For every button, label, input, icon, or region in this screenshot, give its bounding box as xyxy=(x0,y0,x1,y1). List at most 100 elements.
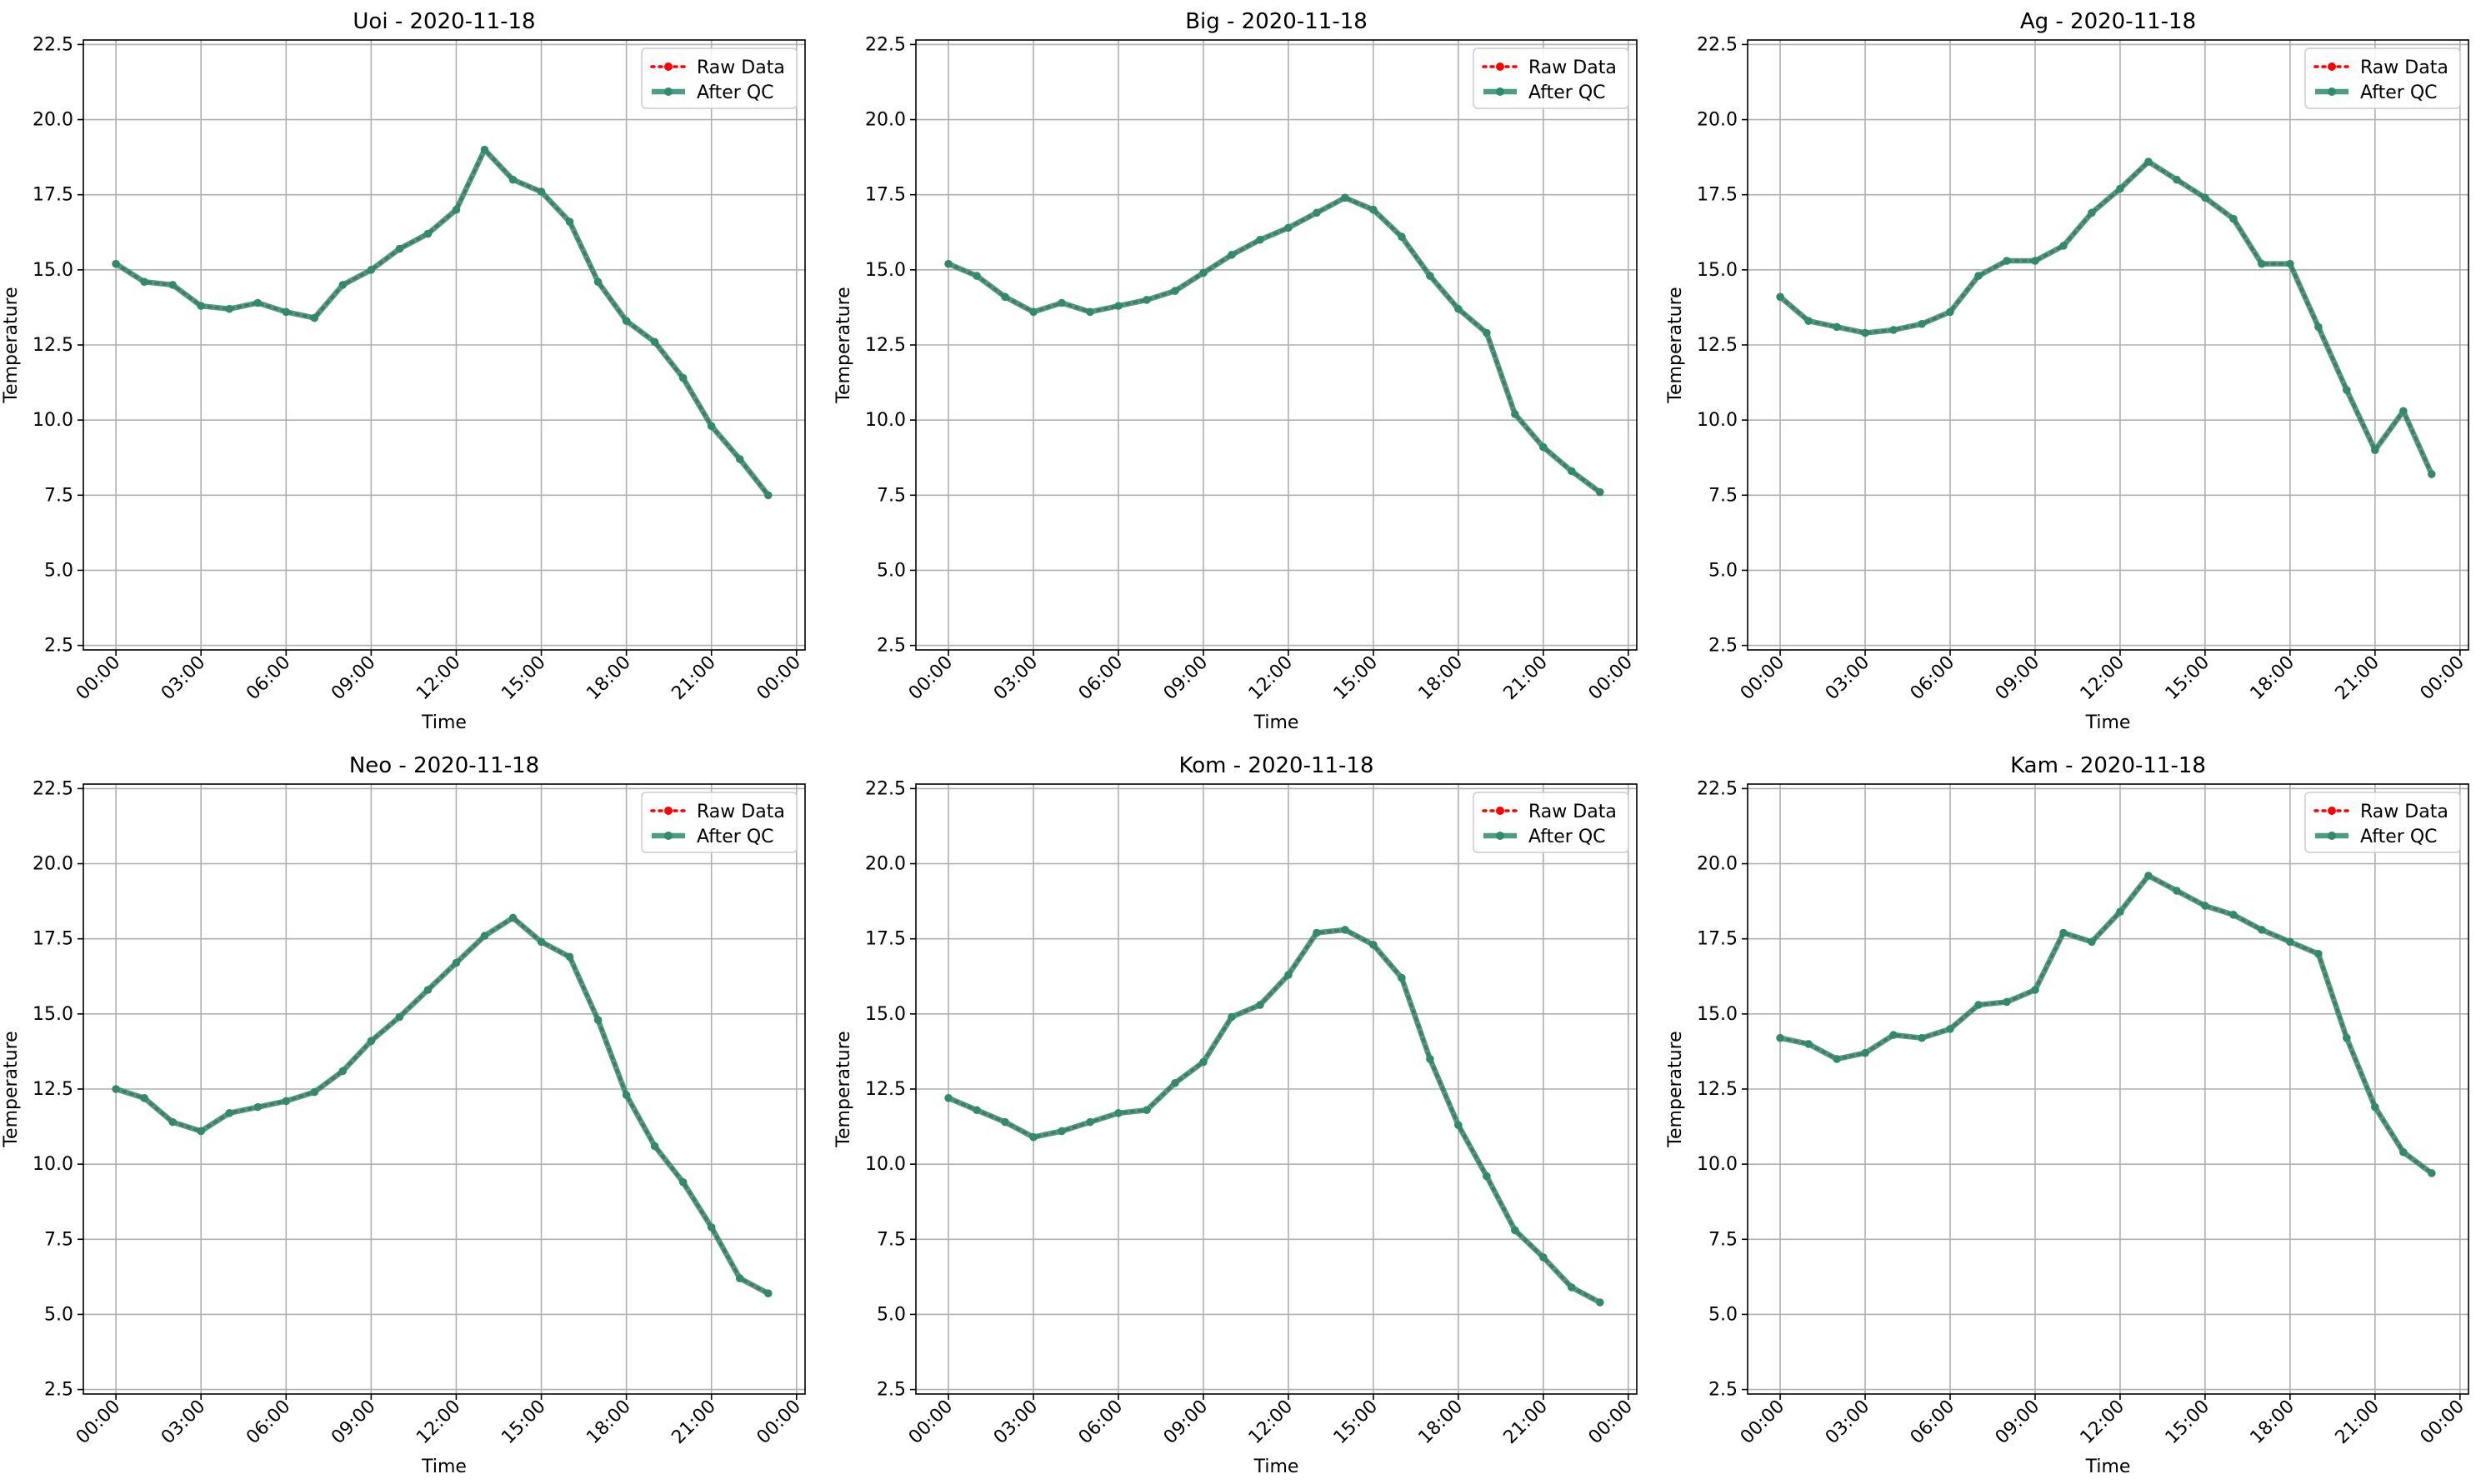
after-qc-point xyxy=(1114,1109,1123,1117)
after-qc-point xyxy=(650,337,659,347)
raw-data-line xyxy=(1778,873,2433,1175)
x-tick-label: 03:00 xyxy=(1822,652,1874,705)
after-qc-point xyxy=(1833,322,1841,332)
after-qc-point xyxy=(282,307,291,317)
legend-raw-marker-icon xyxy=(2328,62,2336,71)
after-qc-point xyxy=(1256,1001,1264,1009)
after-qc-point xyxy=(1889,326,1898,334)
after-qc-point xyxy=(2144,872,2153,880)
after-qc-point xyxy=(1539,442,1548,452)
y-tick-label: 17.5 xyxy=(865,185,906,206)
grid xyxy=(1748,40,2468,650)
y-tick-label: 15.0 xyxy=(33,260,73,281)
x-tick-label: 06:00 xyxy=(243,1397,295,1449)
after-qc-point xyxy=(2371,1102,2379,1112)
y-tick-label: 5.0 xyxy=(877,560,906,581)
x-axis-label: Time xyxy=(421,1457,467,1477)
after-qc-point xyxy=(593,1016,603,1024)
after-qc-point xyxy=(2428,470,2436,478)
legend-raw-label: Raw Data xyxy=(1528,802,1617,822)
legend-raw-label: Raw Data xyxy=(697,57,785,78)
after-qc-point xyxy=(253,1102,263,1112)
y-tick-label: 2.5 xyxy=(1708,636,1738,657)
x-tick-label: 00:00 xyxy=(73,1397,125,1449)
y-axis-label: Temperature xyxy=(833,287,854,403)
after-qc-point xyxy=(1804,1040,1813,1048)
x-tick-label: 06:00 xyxy=(1907,1397,1959,1449)
y-tick-label: 5.0 xyxy=(877,1304,906,1325)
x-tick-label: 00:00 xyxy=(2417,1397,2469,1449)
x-tick-label: 03:00 xyxy=(990,1397,1043,1449)
x-tick-label: 21:00 xyxy=(668,1397,720,1449)
after-qc-point xyxy=(395,1012,404,1022)
x-tick-label: 12:00 xyxy=(2077,1397,2129,1449)
x-axis-label: Time xyxy=(1253,712,1299,733)
y-tick-label: 17.5 xyxy=(1697,185,1738,206)
y-tick-label: 10.0 xyxy=(1697,410,1738,431)
y-tick-label: 5.0 xyxy=(44,1304,73,1325)
after-qc-point xyxy=(1369,941,1378,949)
after-qc-point xyxy=(2031,986,2039,994)
y-tick-label: 5.0 xyxy=(1708,1304,1738,1325)
x-tick-label: 09:00 xyxy=(1160,1397,1213,1449)
after-qc-point xyxy=(2116,907,2124,917)
after-qc-point xyxy=(1483,328,1491,337)
after-qc-point xyxy=(1256,235,1264,244)
y-tick-label: 10.0 xyxy=(865,410,906,431)
after-qc-point xyxy=(1143,1106,1151,1115)
x-tick-label: 00:00 xyxy=(73,652,125,705)
raw-data-line xyxy=(114,147,770,497)
grid xyxy=(1748,784,2468,1394)
chart-title: Kom - 2020-11-18 xyxy=(1179,753,1374,778)
y-tick-label: 20.0 xyxy=(1697,110,1738,131)
after-qc-point xyxy=(1454,304,1463,313)
after-qc-point xyxy=(944,1094,953,1102)
y-tick-label: 22.5 xyxy=(1697,778,1738,799)
chart-panel-3: 2.5 5.0 7.5 10.0 12.5 15.0 17.5 20.0 22.5 00:00 03… xyxy=(1665,9,2469,733)
after-qc-point xyxy=(678,1177,688,1187)
series-after-qc xyxy=(112,145,773,500)
after-qc-point xyxy=(1029,1132,1038,1142)
after-qc-point xyxy=(622,1091,631,1100)
after-qc-point xyxy=(1199,268,1208,277)
after-qc-point xyxy=(367,1037,376,1046)
after-qc-point xyxy=(423,986,433,994)
after-qc-line xyxy=(1778,158,2434,476)
after-qc-point xyxy=(112,259,120,268)
after-qc-line xyxy=(947,927,1602,1305)
y-tick-label: 2.5 xyxy=(44,1380,73,1401)
x-tick-label: 12:00 xyxy=(413,652,465,705)
legend: Raw Data After QC xyxy=(2304,47,2461,109)
legend-raw-label: Raw Data xyxy=(2360,802,2448,822)
x-tick-label: 18:00 xyxy=(2247,1397,2299,1449)
after-qc-point xyxy=(1171,1078,1179,1087)
y-tick-label: 7.5 xyxy=(1708,485,1738,506)
chart-title: Kam - 2020-11-18 xyxy=(2010,753,2206,778)
series-after-qc xyxy=(944,193,1604,497)
y-tick-label: 2.5 xyxy=(1708,1380,1738,1401)
after-qc-point xyxy=(1426,1055,1434,1063)
x-tick-label: 03:00 xyxy=(990,652,1043,705)
x-tick-label: 18:00 xyxy=(1415,652,1468,705)
after-qc-line xyxy=(114,147,771,497)
after-qc-point xyxy=(1001,292,1009,302)
legend: Raw Data After QC xyxy=(1473,792,1629,853)
after-qc-point xyxy=(1058,1127,1066,1136)
x-tick-label: 03:00 xyxy=(158,652,210,705)
after-qc-point xyxy=(1313,928,1321,937)
after-qc-point xyxy=(1284,971,1293,979)
raw-data-line xyxy=(1778,159,2433,476)
series-raw-data xyxy=(1776,872,2436,1177)
x-tick-label: 00:00 xyxy=(1737,652,1789,705)
after-qc-point xyxy=(1568,1283,1576,1292)
x-tick-label: 06:00 xyxy=(243,652,295,705)
legend-raw-marker-icon xyxy=(664,62,673,71)
after-qc-point xyxy=(2371,446,2379,455)
x-axis-label: Time xyxy=(2085,1457,2131,1477)
after-qc-point xyxy=(1454,1121,1463,1130)
after-qc-point xyxy=(565,217,574,226)
x-tick-label: 12:00 xyxy=(413,1397,465,1449)
x-tick-label: 18:00 xyxy=(2247,652,2299,705)
y-tick-label: 20.0 xyxy=(865,854,906,875)
y-axis-label: Temperature xyxy=(833,1031,854,1147)
